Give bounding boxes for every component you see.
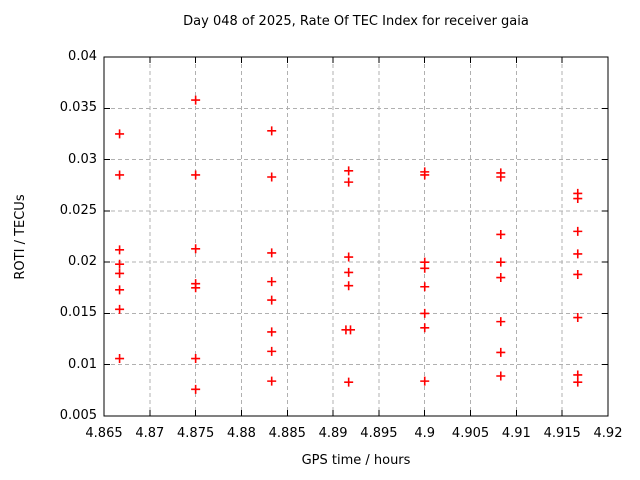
y-tick-label: 0.005 [59, 408, 97, 423]
data-point-marker [267, 172, 277, 182]
x-tick-label: 4.91 [501, 426, 531, 441]
plot-frame [103, 56, 609, 417]
data-point-marker [115, 129, 125, 139]
y-tick-label: 0.035 [59, 100, 97, 116]
data-point-marker [267, 126, 277, 136]
data-point-marker [496, 172, 506, 182]
data-point-marker [420, 323, 430, 333]
data-point-marker [115, 245, 125, 255]
data-point-marker [496, 371, 506, 381]
data-point-marker [344, 166, 354, 176]
x-tick-label: 4.905 [451, 426, 490, 441]
data-point-marker [496, 347, 506, 357]
data-point-marker [573, 249, 583, 259]
data-point-marker [267, 327, 277, 337]
data-point-marker [267, 376, 277, 386]
data-point-marker [573, 194, 583, 204]
data-point-marker [191, 244, 201, 254]
x-tick-label: 4.89 [318, 426, 348, 441]
data-point-marker [115, 268, 125, 278]
data-point-marker [267, 277, 277, 287]
x-tick-label: 4.88 [226, 426, 256, 441]
x-axis-label: GPS time / hours [301, 453, 411, 468]
x-tick-label: 4.915 [543, 426, 581, 441]
data-point-marker [115, 259, 125, 269]
data-point-marker [344, 281, 354, 291]
data-point-marker [267, 346, 277, 356]
y-tick-label: 0.025 [59, 202, 97, 218]
data-point-marker [344, 377, 354, 387]
data-point-marker [267, 248, 277, 258]
data-point-marker [573, 226, 583, 236]
data-point-marker [344, 252, 354, 262]
data-point-marker [420, 263, 430, 273]
y-tick-label: 0.03 [68, 151, 97, 167]
data-point-marker [267, 295, 277, 305]
data-point-marker [115, 170, 125, 180]
x-tick-label: 4.875 [177, 426, 215, 441]
data-point-marker [346, 325, 356, 335]
data-point-marker [191, 283, 201, 293]
data-point-marker [420, 376, 430, 386]
x-tick-label: 4.92 [593, 426, 623, 441]
data-point-marker [115, 304, 125, 314]
y-tick-label: 0.02 [68, 254, 97, 270]
data-point-marker [344, 177, 354, 187]
data-point-marker [115, 285, 125, 295]
data-point-marker [496, 257, 506, 267]
data-point-marker [496, 273, 506, 283]
data-point-marker [420, 170, 430, 180]
data-point-marker [191, 384, 201, 394]
data-point-marker [573, 313, 583, 323]
y-tick-label: 0.015 [59, 305, 97, 321]
data-point-marker [115, 354, 125, 364]
data-point-marker [344, 267, 354, 277]
y-tick-label: 0.04 [68, 49, 97, 64]
data-point-marker [191, 354, 201, 364]
x-tick-label: 4.885 [268, 426, 306, 441]
data-point-marker [420, 308, 430, 318]
x-tick-label: 4.87 [135, 426, 165, 441]
data-point-marker [420, 282, 430, 292]
x-tick-label: 4.865 [85, 426, 123, 441]
data-point-marker [573, 269, 583, 279]
x-tick-label: 4.9 [414, 426, 436, 441]
y-tick-label: 0.01 [68, 356, 97, 372]
x-tick-label: 4.895 [360, 426, 398, 441]
data-point-marker [191, 170, 201, 180]
data-point-marker [496, 317, 506, 327]
chart-title: Day 048 of 2025, Rate Of TEC Index for r… [183, 14, 529, 29]
data-point-marker [496, 229, 506, 239]
data-point-marker [573, 377, 583, 387]
data-point-marker [191, 95, 201, 105]
